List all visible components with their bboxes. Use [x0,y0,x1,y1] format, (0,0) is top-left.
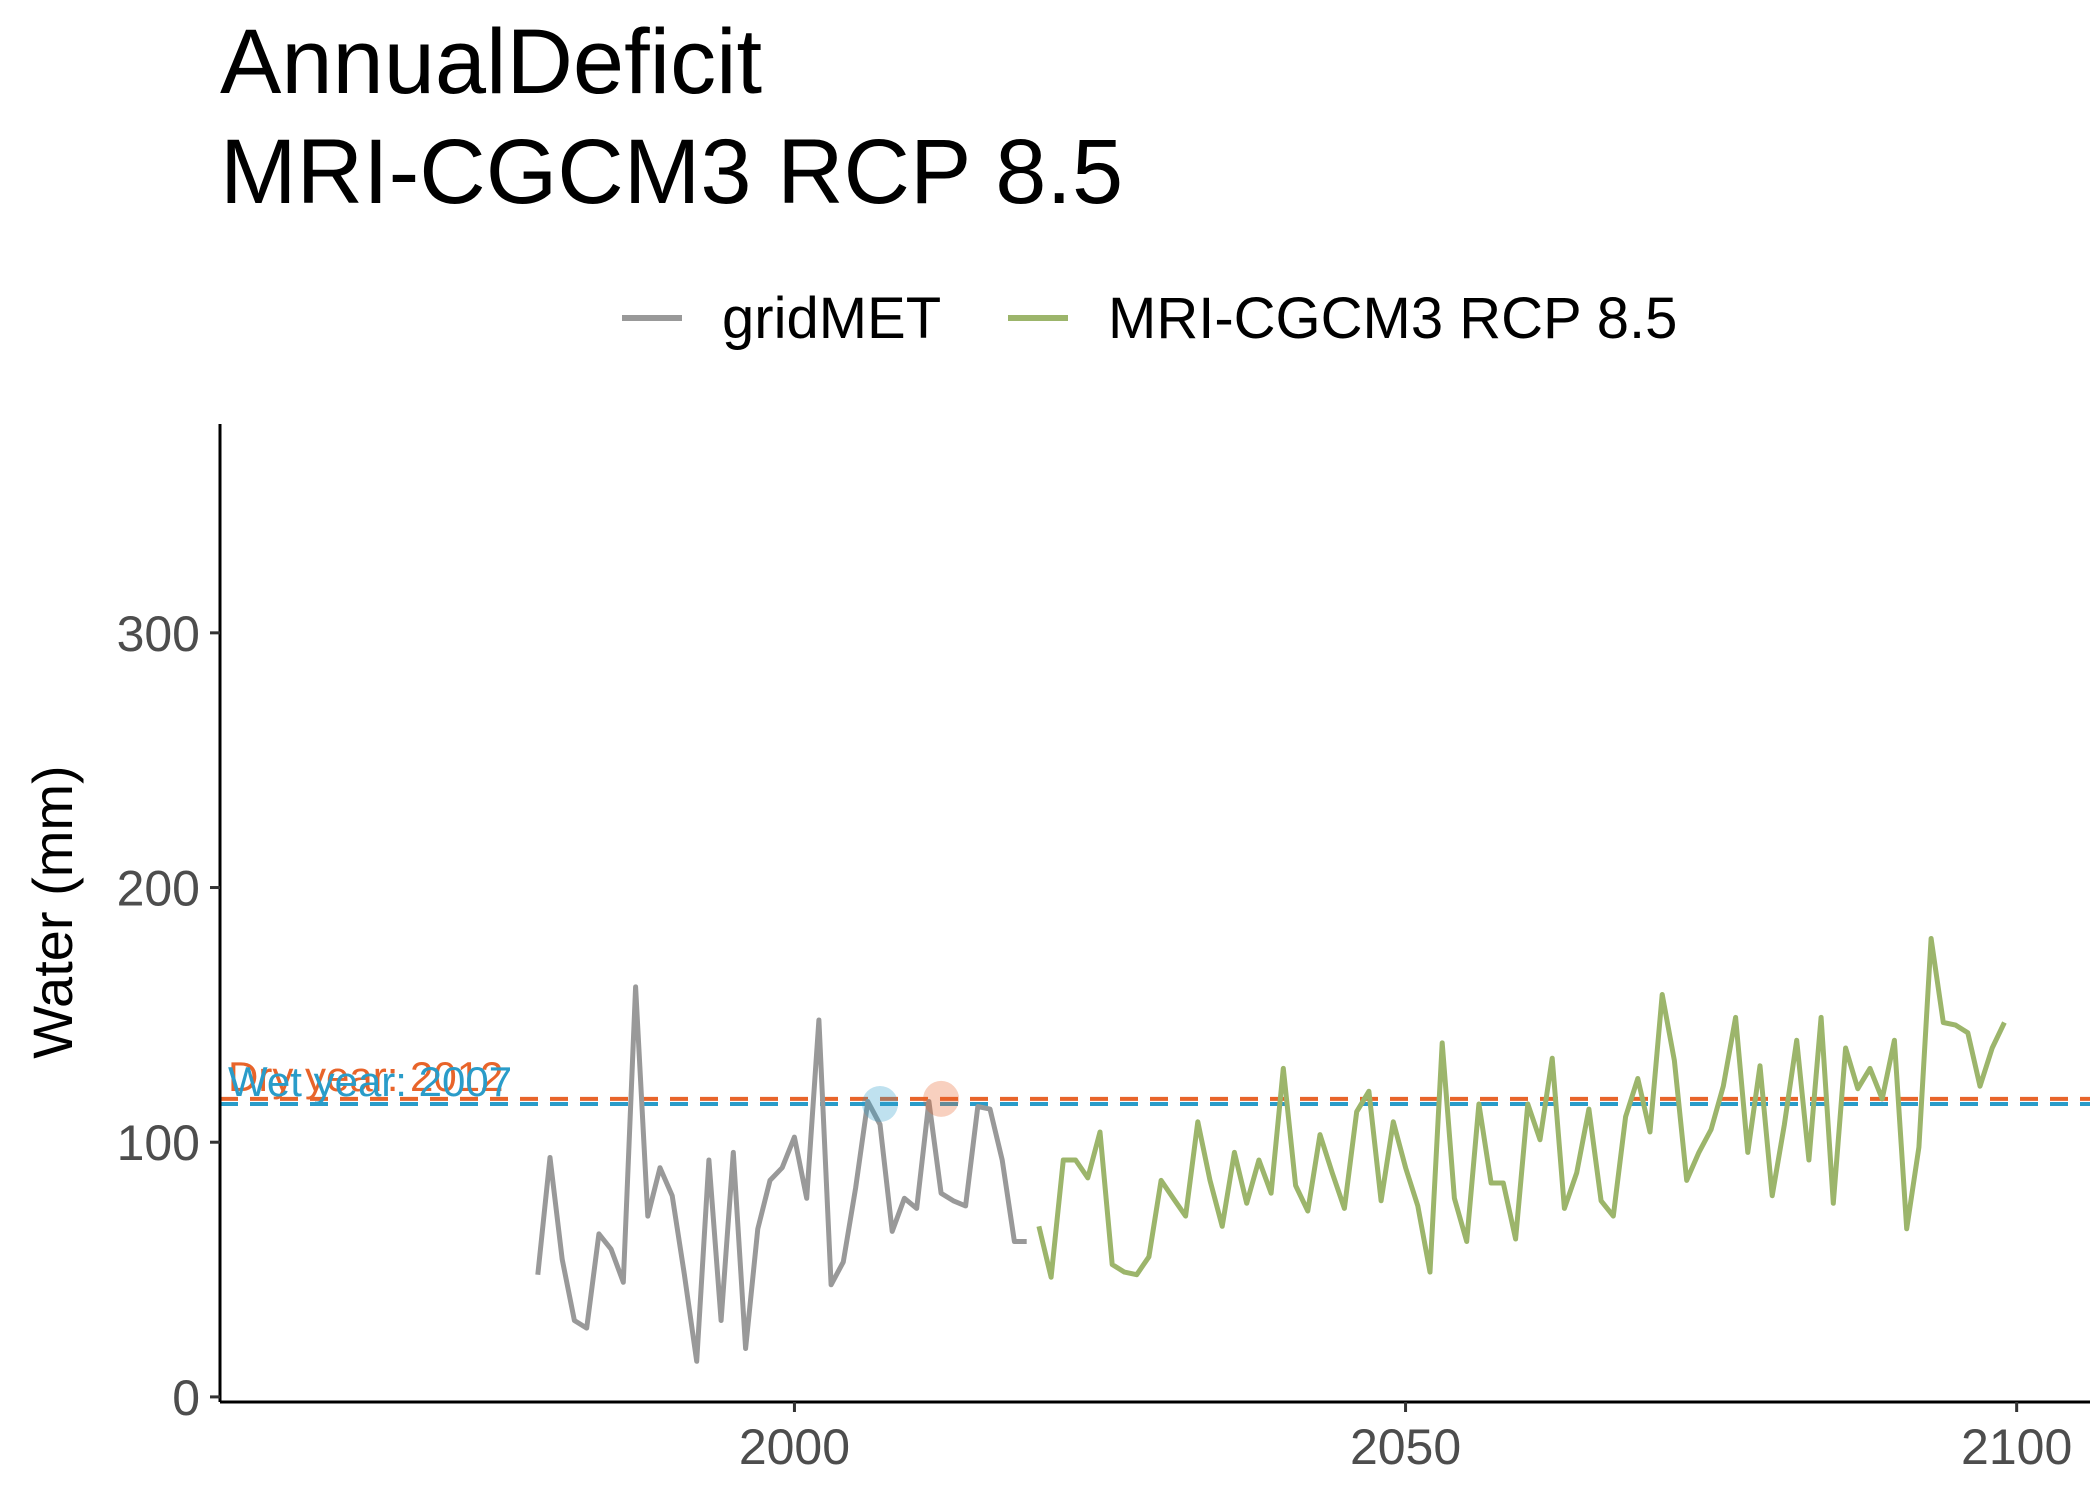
y-tick-label-2: 200 [117,861,200,917]
x-tick-label-0: 2000 [739,1419,850,1475]
y-axis-title: Water (mm) [21,765,84,1058]
chart-subtitle: MRI-CGCM3 RCP 8.5 [220,121,1124,223]
y-tick-label-0: 0 [172,1370,200,1426]
series-line-0 [535,984,1027,1364]
reference-label-0: Dry year: 2012 [228,1053,503,1100]
y-tick-label-1: 100 [117,1115,200,1171]
series-line-1 [1036,936,2007,1280]
reference-label-1: Wet year: 2007 [228,1058,512,1105]
legend: gridMET MRI-CGCM3 RCP 8.5 [622,286,1677,351]
y-tick-label-3: 300 [117,606,200,662]
chart-title: AnnualDeficit [220,11,763,113]
x-tick-label-2: 2100 [1961,1419,2072,1475]
legend-label-mri: MRI-CGCM3 RCP 8.5 [1108,286,1677,351]
x-tick-label-1: 2050 [1350,1419,1461,1475]
legend-label-gridmet: gridMET [722,286,941,351]
reference-marker-1 [862,1086,898,1123]
reference-marker-0 [923,1080,960,1117]
